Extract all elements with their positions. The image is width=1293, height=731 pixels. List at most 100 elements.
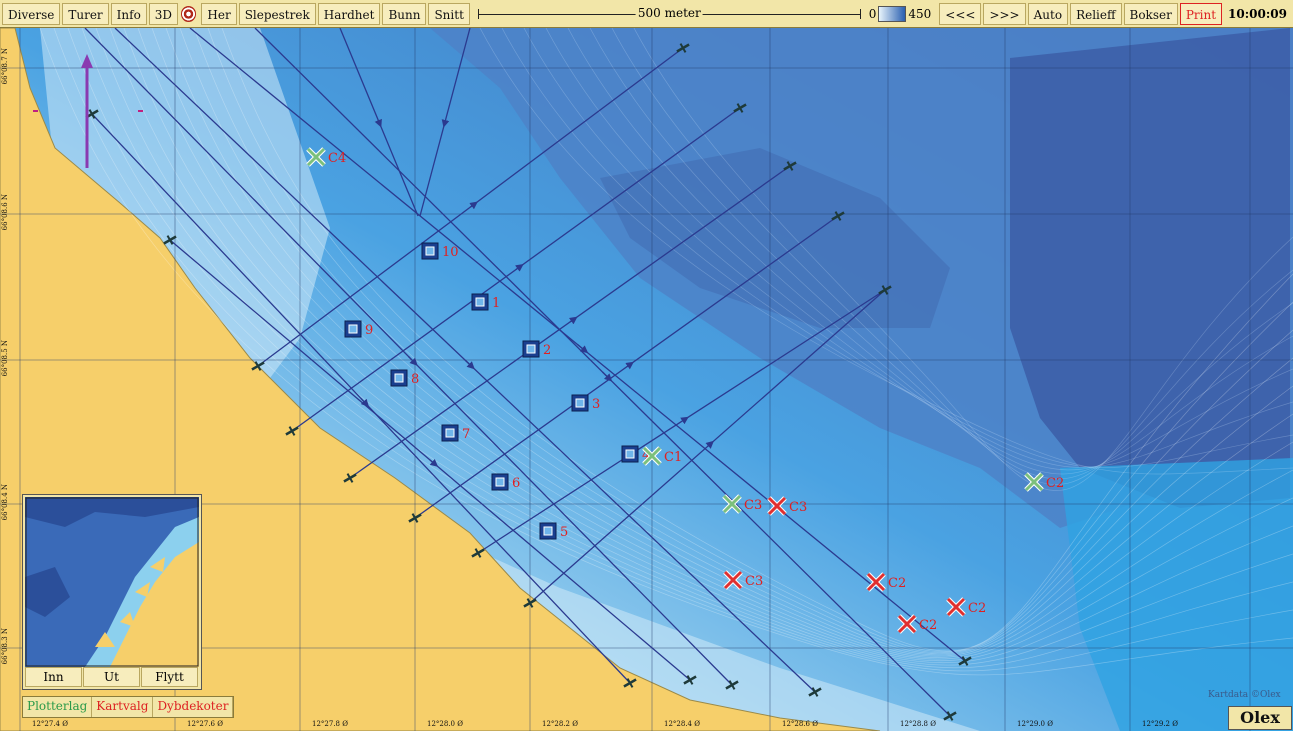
cross-markers: C4 C1 C2 C3 C3 C3 C2 C2 C2 (306, 147, 1064, 634)
marker-c2-red[interactable]: C2 (946, 597, 986, 617)
trawl-symbol-icon (878, 285, 892, 295)
longitude-label: 12°28.6 Ø (782, 720, 818, 728)
station-label: 1 (492, 296, 500, 311)
latitude-label: 66°08.5 N (1, 340, 9, 377)
zoom-out-button[interactable]: Ut (83, 667, 140, 687)
trawl-symbol-icon (408, 513, 422, 523)
longitude-label: 12°27.6 Ø (187, 720, 223, 728)
tab-kartvalg[interactable]: Kartvalg (92, 697, 154, 717)
station-7[interactable]: 7 (441, 424, 470, 442)
map-canvas[interactable]: 10 1 9 2 8 3 7 4 6 5 C4 C1 C2 C3 C3 C3 C2 C2 C2 (0, 28, 1293, 731)
station-label: 4 (642, 448, 650, 463)
move-button[interactable]: Flytt (141, 667, 198, 687)
latitude-label: 66°08.4 N (1, 484, 9, 521)
inset-buttons: Inn Ut Flytt (25, 667, 199, 687)
menu-turer[interactable]: Turer (62, 2, 109, 25)
marker-c3-red[interactable]: C3 (767, 496, 807, 516)
station-9[interactable]: 9 (344, 320, 373, 338)
station-2[interactable]: 2 (522, 340, 551, 358)
station-label: 7 (462, 427, 470, 442)
longitude-label: 12°27.4 Ø (32, 720, 68, 728)
menu-info[interactable]: Info (110, 2, 147, 25)
deep-trench (600, 148, 950, 328)
longitude-label: 12°29.2 Ø (1142, 720, 1178, 728)
north-arrow-icon (33, 54, 143, 168)
depth-color-ramp-icon (878, 5, 907, 22)
trawl-symbol-icon (958, 656, 972, 666)
depth-contours (39, 28, 1293, 676)
marker-label: C2 (919, 618, 937, 633)
marker-label: C2 (888, 576, 906, 591)
layer-tabs: Plotterlag Kartvalg Dybdekoter (22, 696, 235, 718)
marker-c2-red[interactable]: C2 (866, 572, 906, 592)
overview-map[interactable] (25, 497, 199, 667)
latitude-label: 66°08.7 N (1, 48, 9, 85)
tow-tracks (84, 28, 972, 721)
trawl-symbol-icon (523, 598, 537, 608)
station-6[interactable]: 6 (491, 473, 520, 491)
station-label: 10 (442, 245, 459, 260)
top-menu-bar: Diverse Turer Info 3D Her Slepestrek Har… (0, 0, 1293, 28)
marker-label: C3 (789, 500, 807, 515)
menu-her[interactable]: Her (201, 2, 237, 25)
pan-forward-button[interactable]: >>> (983, 2, 1026, 25)
zoom-in-button[interactable]: Inn (25, 667, 82, 687)
pan-back-button[interactable]: <<< (939, 2, 982, 25)
depth-legend[interactable]: 0 450 (869, 5, 932, 22)
menu-hardhet[interactable]: Hardhet (317, 2, 381, 25)
longitude-labels: 12°27.4 Ø 12°27.6 Ø 12°27.8 Ø 12°28.0 Ø 12°2… (0, 719, 1230, 731)
marker-c2-red[interactable]: C2 (897, 614, 937, 634)
marker-c1-green[interactable]: C1 (642, 446, 682, 466)
marker-label: C2 (1046, 476, 1064, 491)
trawl-symbol-icon (808, 687, 822, 697)
copyright-text: Kartdata ©Olex (1208, 690, 1281, 700)
bright-channel (1060, 458, 1293, 731)
auto-button[interactable]: Auto (1027, 2, 1069, 25)
trawl-symbol-icon (251, 361, 265, 371)
radar-target-icon[interactable] (181, 5, 197, 22)
menu-3d[interactable]: 3D (148, 2, 179, 25)
olex-logo: Olex (1228, 706, 1292, 730)
station-5[interactable]: 5 (539, 522, 568, 540)
tab-dybdekoter[interactable]: Dybdekoter (153, 697, 234, 717)
trawl-symbol-icon (343, 473, 357, 483)
station-label: 8 (411, 372, 419, 387)
station-8[interactable]: 8 (390, 369, 419, 387)
station-markers: 10 1 9 2 8 3 7 4 6 5 (344, 242, 650, 540)
trawl-symbol-icon (831, 211, 845, 221)
clock: 10:00:09 (1228, 6, 1287, 21)
marker-c3-green[interactable]: C3 (722, 494, 762, 514)
bokser-button[interactable]: Bokser (1123, 2, 1178, 25)
station-label: 5 (560, 525, 568, 540)
coordinate-grid (0, 28, 1293, 731)
station-1[interactable]: 1 (471, 293, 500, 311)
trawl-symbol-icon (676, 43, 690, 53)
overview-inset[interactable]: Inn Ut Flytt (22, 494, 202, 690)
trawl-symbol-icon (683, 675, 697, 685)
print-button[interactable]: Print (1179, 2, 1223, 25)
station-label: 9 (365, 323, 373, 338)
relieff-button[interactable]: Relieff (1070, 2, 1122, 25)
trawl-symbol-icon (163, 235, 177, 245)
trawl-symbol-icon (623, 678, 637, 688)
longitude-label: 12°27.8 Ø (312, 720, 348, 728)
menu-diverse[interactable]: Diverse (2, 2, 61, 25)
station-3[interactable]: 3 (571, 394, 600, 412)
trawl-symbol-icon (471, 548, 485, 558)
scale-bar: 500 meter (477, 4, 861, 24)
station-10[interactable]: 10 (421, 242, 459, 260)
marker-label: C2 (968, 601, 986, 616)
menu-snitt[interactable]: Snitt (428, 2, 470, 25)
menu-bunn[interactable]: Bunn (382, 2, 427, 25)
station-4[interactable]: 4 (621, 445, 650, 463)
marker-c3-red[interactable]: C3 (723, 570, 763, 590)
scale-label: 500 meter (635, 5, 703, 20)
depth-max: 450 (908, 6, 932, 21)
chart-map[interactable]: 10 1 9 2 8 3 7 4 6 5 C4 C1 C2 C3 C3 C3 C2 C2 C2 (0, 28, 1293, 731)
tab-plotterlag[interactable]: Plotterlag (23, 697, 93, 717)
trawl-symbol-icon (733, 103, 747, 113)
menu-slepestrek[interactable]: Slepestrek (238, 2, 316, 25)
trawl-symbol-icon (783, 161, 797, 171)
marker-c2-green[interactable]: C2 (1024, 472, 1064, 492)
marker-c4-green[interactable]: C4 (306, 147, 346, 167)
